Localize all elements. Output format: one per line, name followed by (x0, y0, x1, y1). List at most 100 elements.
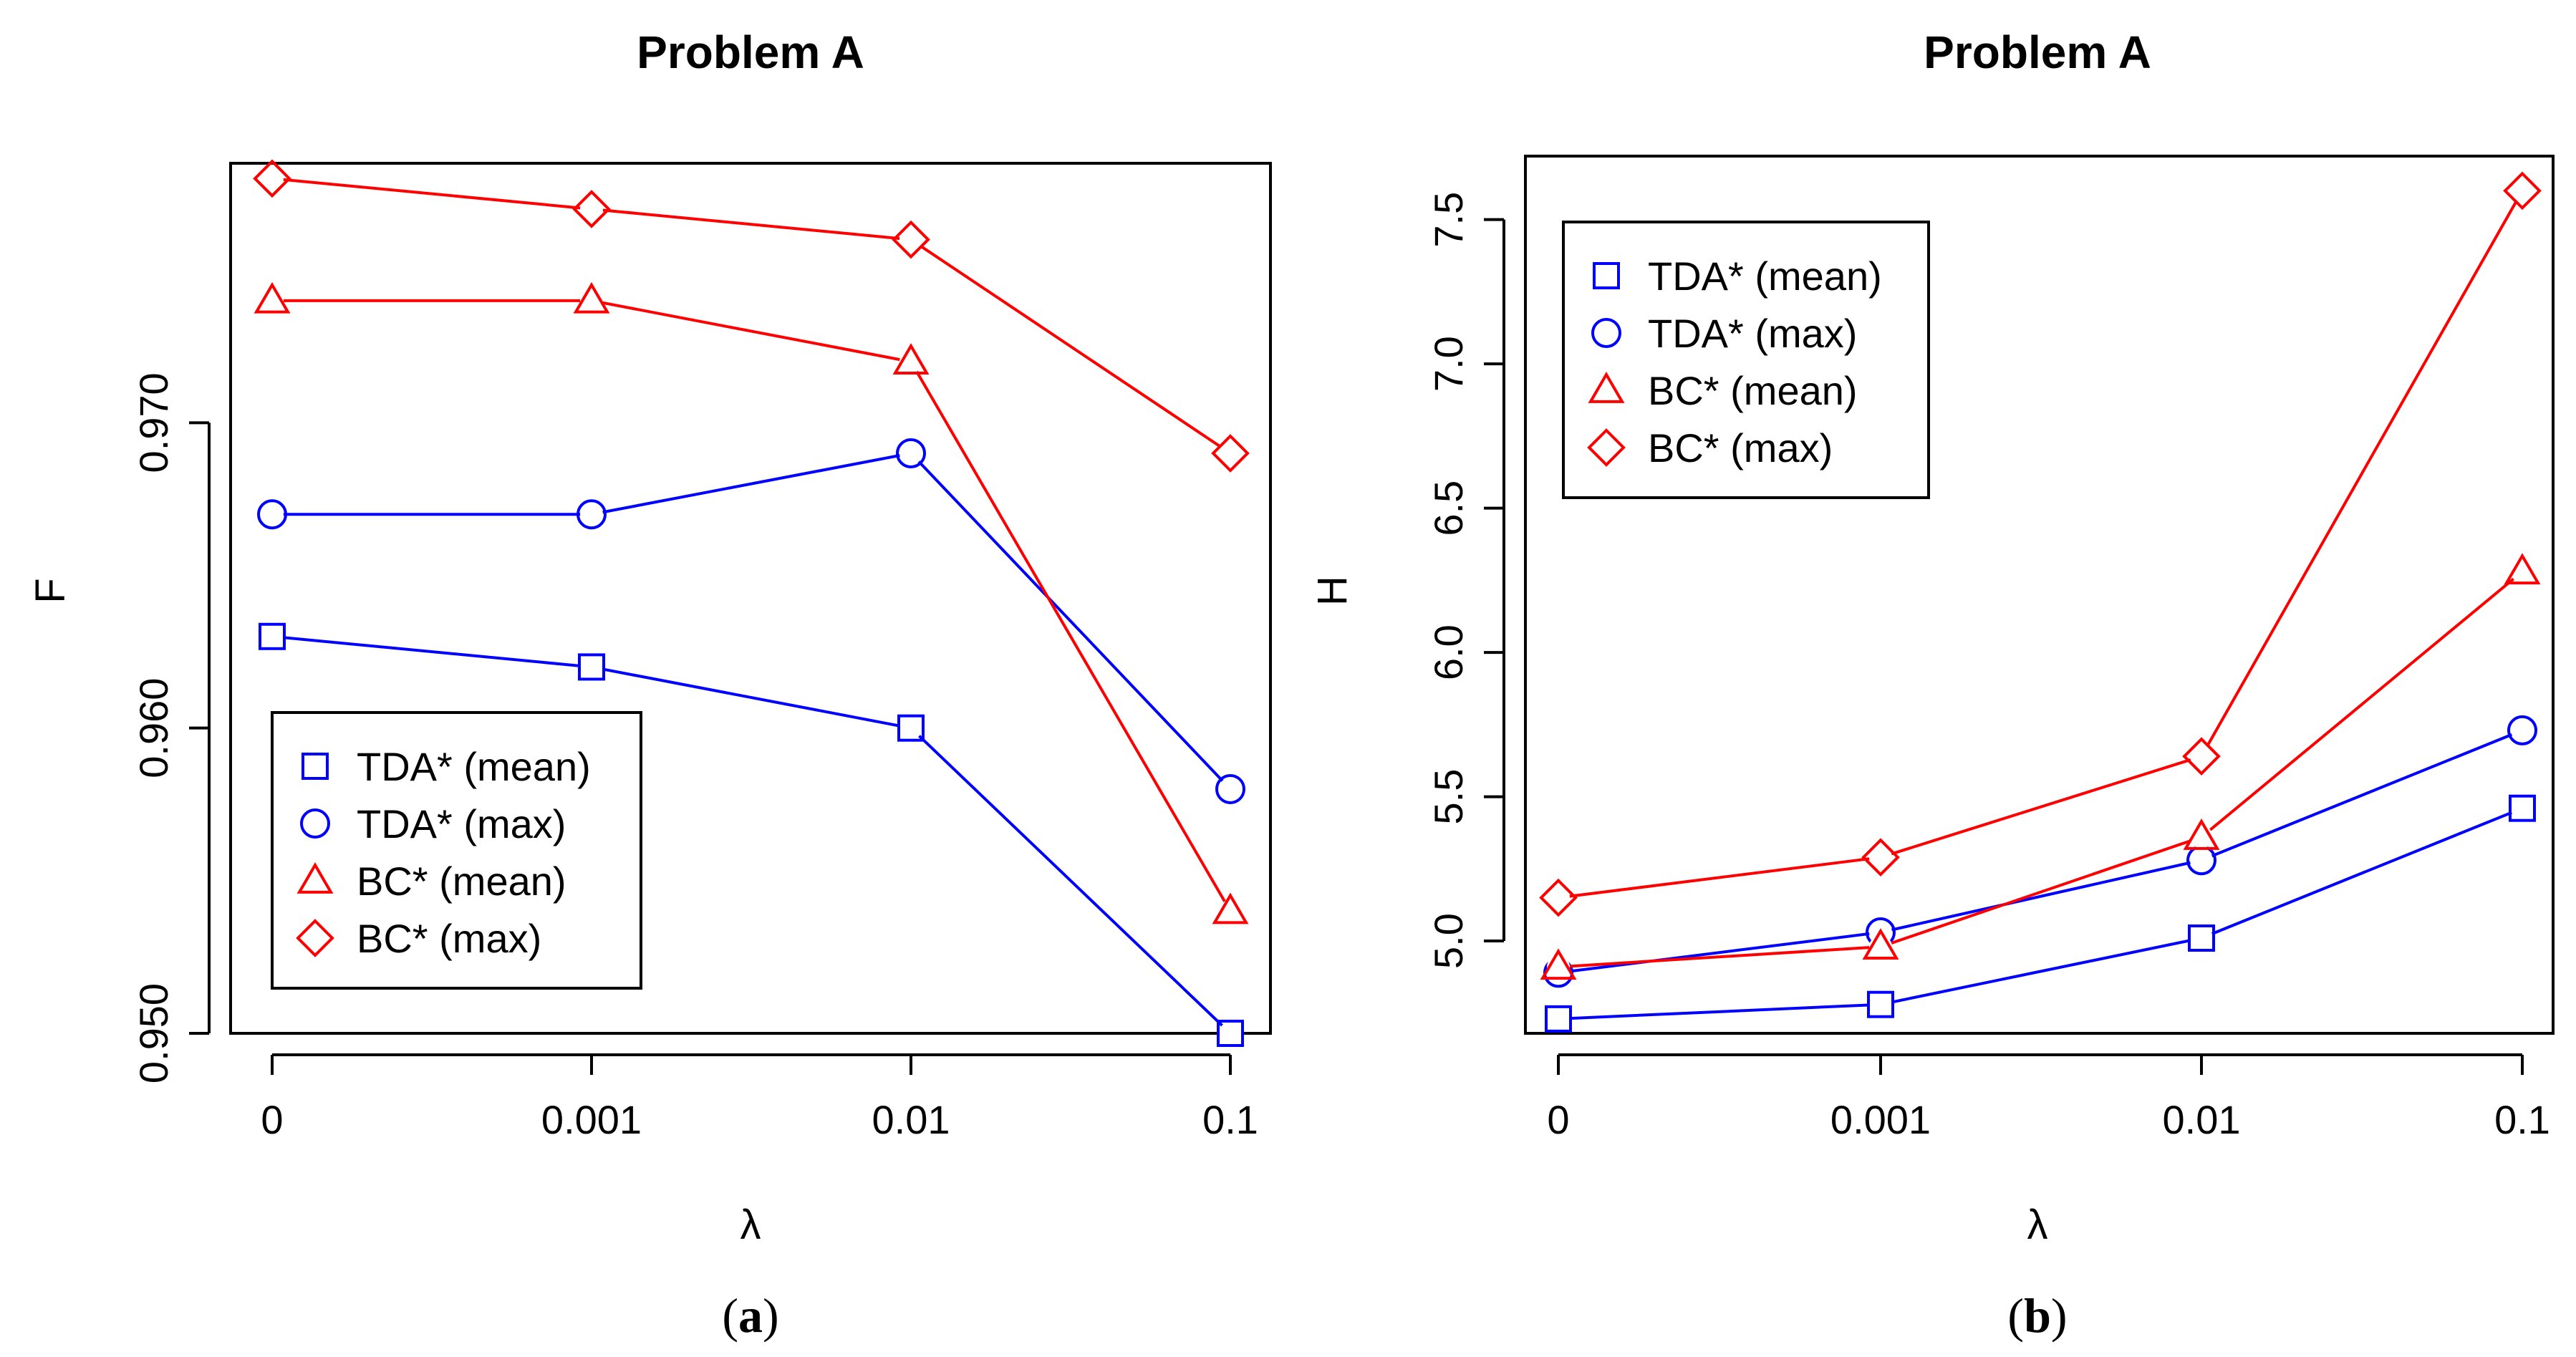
data-point (573, 281, 610, 314)
data-point (1545, 1005, 1572, 1033)
data-point (2182, 737, 2221, 776)
x-tick-label: 0.001 (541, 1097, 642, 1142)
data-point (2188, 924, 2215, 952)
caption-letter: a (738, 1288, 763, 1343)
data-point (1862, 928, 1899, 960)
plot-frame (1524, 155, 2555, 1035)
y-tick-label: 5.5 (1426, 769, 1471, 825)
data-point-background (261, 503, 284, 526)
data-point (2183, 818, 2220, 850)
series-line (271, 177, 1232, 455)
data-point-background (580, 655, 603, 679)
legend-box (1562, 221, 1930, 499)
x-axis: 0 0.001 0.01 0.1 (261, 1053, 1258, 1142)
data-point-background (2190, 927, 2213, 950)
series-layer (1539, 171, 2542, 1033)
x-tick-label: 0.01 (2163, 1097, 2241, 1142)
legend-marker (300, 808, 330, 839)
series-line (1558, 570, 2524, 969)
series-line (1558, 190, 2524, 899)
data-point (1212, 892, 1249, 924)
x-tick-label: 0 (1547, 1097, 1569, 1142)
data-point (897, 714, 925, 742)
x-axis-label: λ (741, 1202, 761, 1248)
data-point-background (580, 503, 603, 526)
data-point (577, 499, 607, 530)
caption: (a) (722, 1288, 778, 1343)
data-point-background (1869, 846, 1892, 869)
y-tick-label: 5.0 (1426, 913, 1471, 969)
caption-letter: b (2024, 1288, 2051, 1343)
data-point-background (899, 442, 922, 465)
legend-marker (1591, 318, 1621, 348)
legend-label: BC* (mean) (1648, 368, 1858, 413)
legend-label: BC* (mean) (357, 859, 566, 904)
y-tick-label: 7.0 (1426, 336, 1471, 392)
y-axis: 5.0 5.5 6.0 6.5 7.0 7.5 (1426, 192, 1505, 969)
x-tick-label: 0.1 (1202, 1097, 1258, 1142)
data-point (572, 190, 611, 228)
series-line (272, 299, 1232, 912)
data-point-background (1219, 442, 1242, 465)
data-point-background (1547, 1007, 1570, 1030)
data-point-background (899, 228, 922, 251)
legend-marker (302, 753, 329, 780)
y-axis: 0.950 0.960 0.970 (131, 372, 211, 1083)
data-point (892, 343, 930, 375)
data-point-background (580, 197, 603, 221)
y-tick-label: 0.950 (131, 983, 176, 1083)
x-axis: 0 0.001 0.01 0.1 (1547, 1053, 2550, 1142)
y-tick-label: 0.970 (131, 372, 176, 473)
x-tick-label: 0.1 (2494, 1097, 2550, 1142)
legend-label: BC* (max) (1648, 425, 1833, 470)
data-point (2509, 794, 2536, 822)
data-point (254, 281, 291, 314)
y-tick-label: 6.5 (1426, 480, 1471, 536)
chart-panel-b: Problem A 0 0.001 0.01 0.1 5.0 5.5 6.0 6.5 7.0 7… (1309, 26, 2555, 1343)
legend-label: TDA* (max) (1648, 311, 1857, 356)
y-tick-label: 6.0 (1426, 624, 1471, 680)
data-point-background (1869, 993, 1892, 1016)
data-point-background (1547, 886, 1570, 909)
data-point-background (899, 716, 922, 740)
data-point (1540, 948, 1577, 980)
data-point (1861, 838, 1900, 877)
data-point (253, 159, 291, 198)
series-line (1558, 806, 2523, 1020)
legend-box (271, 711, 642, 990)
data-point-background (2190, 745, 2213, 768)
chart-title: Problem A (1924, 26, 2151, 78)
data-point-background (2511, 796, 2534, 820)
legend-marker (296, 919, 334, 957)
data-point (259, 622, 286, 650)
data-point-background (261, 624, 284, 648)
data-point (896, 438, 926, 468)
series-line (272, 451, 1232, 791)
data-point (2503, 171, 2542, 211)
legend-marker (296, 862, 334, 894)
x-tick-label: 0.001 (1830, 1097, 1931, 1142)
data-point (2507, 715, 2537, 745)
series-line (1558, 729, 2523, 975)
legend: TDA* (mean) TDA* (max) BC* (mean) BC* (max) (1562, 221, 1930, 499)
data-point (1539, 878, 1578, 917)
x-tick-label: 0.01 (872, 1097, 950, 1142)
data-point-background (1219, 1022, 1242, 1045)
data-point (1215, 773, 1245, 804)
series-layer (253, 159, 1250, 1047)
legend-marker (1587, 428, 1626, 467)
data-point-background (2511, 179, 2534, 203)
data-point-background (2511, 718, 2534, 742)
data-point (2504, 553, 2541, 585)
y-axis-label: F (27, 578, 74, 603)
caption: (b) (2007, 1288, 2067, 1343)
y-axis-label: H (1309, 576, 1356, 606)
legend-label: TDA* (mean) (357, 744, 591, 789)
y-tick-label: 0.960 (131, 678, 176, 778)
plot-frame (229, 162, 1272, 1035)
legend-label: TDA* (mean) (1648, 253, 1882, 299)
data-point (1867, 990, 1894, 1018)
x-tick-label: 0 (261, 1097, 283, 1142)
legend-marker (1593, 262, 1620, 289)
